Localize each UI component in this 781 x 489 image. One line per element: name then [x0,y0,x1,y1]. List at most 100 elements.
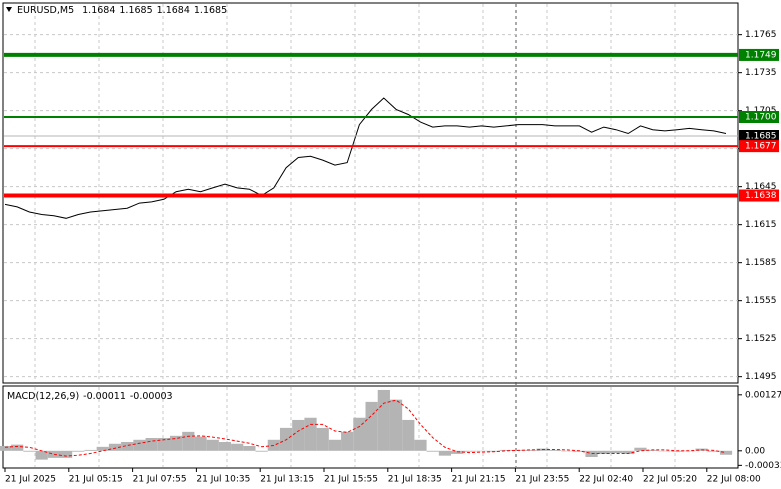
histogram-bar [353,417,366,451]
histogram-bar [84,449,97,451]
histogram-bar [585,450,598,457]
main-panel [2,2,739,384]
open: 1.1684 [82,5,115,16]
x-tick-label: 21 Jul 05:15 [69,475,123,485]
histogram-bar [402,419,415,451]
histogram-bar [243,445,256,451]
histogram-bar [463,450,476,452]
y-tick-label: 1.1645 [745,182,777,192]
level-label-box [739,189,779,202]
histogram-bar [328,439,342,451]
y-tick-label: 1.1765 [745,30,777,40]
histogram-bar [438,450,452,456]
high: 1.1685 [119,5,152,16]
histogram-bar [658,450,672,452]
macd-signal: -0.00003 [130,391,173,402]
macd-panel [2,385,739,469]
histogram-bar [182,431,195,451]
macd-header: MACD(12,26,9) -0.00011 -0.00003 [7,391,173,402]
level-label: 1.1677 [745,142,777,152]
x-tick-label: 21 Jul 21:15 [452,475,506,485]
histogram-bar [609,450,623,454]
histogram-bar [108,443,122,451]
histogram-bar [634,447,647,451]
x-tick-label: 22 Jul 08:00 [707,475,761,485]
level-label-box [739,48,779,61]
x-tick-label: 21 Jul 13:15 [260,475,314,485]
level-label-box [739,140,779,153]
y-tick-label: 1.1495 [745,372,777,382]
histogram-bar [524,449,537,451]
histogram-bar [59,450,73,458]
histogram-bar [597,450,610,454]
x-tick-label: 22 Jul 02:40 [579,475,633,485]
histogram-bar [206,439,219,451]
histogram-bar [23,450,36,452]
y-tick-label: 0.00127 [745,390,781,400]
histogram-bar [707,450,720,452]
histogram-bar [218,441,232,451]
histogram-bar [389,399,403,451]
histogram-bar [622,450,635,454]
histogram-bar [255,450,268,452]
histogram-bar [365,401,378,451]
low: 1.1684 [157,5,190,16]
x-tick-label: 21 Jul 07:55 [133,475,187,485]
histogram-bar [231,443,244,451]
x-tick-label: 21 Jul 2025 [5,475,56,485]
chart-header: EURUSD,M5 1.1684 1.1685 1.1684 1.1685 [17,5,227,16]
histogram-bar [47,450,60,458]
y-tick-label: 1.1735 [745,68,777,78]
x-tick-label: 21 Jul 18:35 [388,475,442,485]
y-tick-label: 0.00 [745,446,765,456]
y-tick-label: 1.1585 [745,258,777,268]
histogram-bar [292,419,305,451]
grid [4,4,738,467]
y-tick-label: -0.00033 [745,461,781,471]
histogram-bar [426,450,439,452]
close: 1.1685 [194,5,227,16]
histogram-bar [561,450,574,452]
level-label-box [739,111,779,123]
histogram-bar [0,445,12,451]
histogram-bar [35,450,48,460]
histogram-bar [451,450,464,454]
y-tick-label: 1.1555 [745,296,777,306]
histogram-bar [377,389,390,451]
x-tick-label: 22 Jul 05:20 [643,475,697,485]
histogram-bar [96,446,109,451]
histogram-bar [145,438,158,451]
histogram-bar [316,427,329,451]
current-price-box [739,130,779,142]
histogram-bar [133,439,146,451]
level-label: 1.1749 [745,50,777,60]
histogram-bar [11,444,24,451]
histogram-bar [72,450,85,452]
histogram-bar [169,435,183,451]
y-tick-label: 1.1525 [745,334,777,344]
macd-main: -0.00011 [83,391,126,402]
symbol: EURUSD,M5 [17,5,74,16]
histogram-bar [157,438,170,451]
level-label: 1.1638 [745,191,777,201]
x-tick-label: 21 Jul 23:55 [515,475,569,485]
level-label: 1.1700 [745,113,777,123]
histogram-bar [414,439,427,451]
histogram-bar [267,439,280,451]
histogram-bar [683,450,696,452]
histogram-bar [341,431,354,451]
histogram-bar [548,449,562,451]
y-tick-label: 1.1615 [745,220,777,230]
histogram-bar [475,450,488,452]
histogram-bar [304,417,317,451]
histogram-bar [719,450,733,455]
signal-line [4,399,727,457]
histogram-bar [121,441,134,451]
x-tick-label: 21 Jul 15:55 [324,475,378,485]
menu-icon[interactable] [6,7,12,12]
current-price-label: 1.1685 [745,132,777,142]
histogram-bar [499,449,513,451]
histogram-bar [194,436,207,451]
macd-title: MACD(12,26,9) [7,391,79,402]
